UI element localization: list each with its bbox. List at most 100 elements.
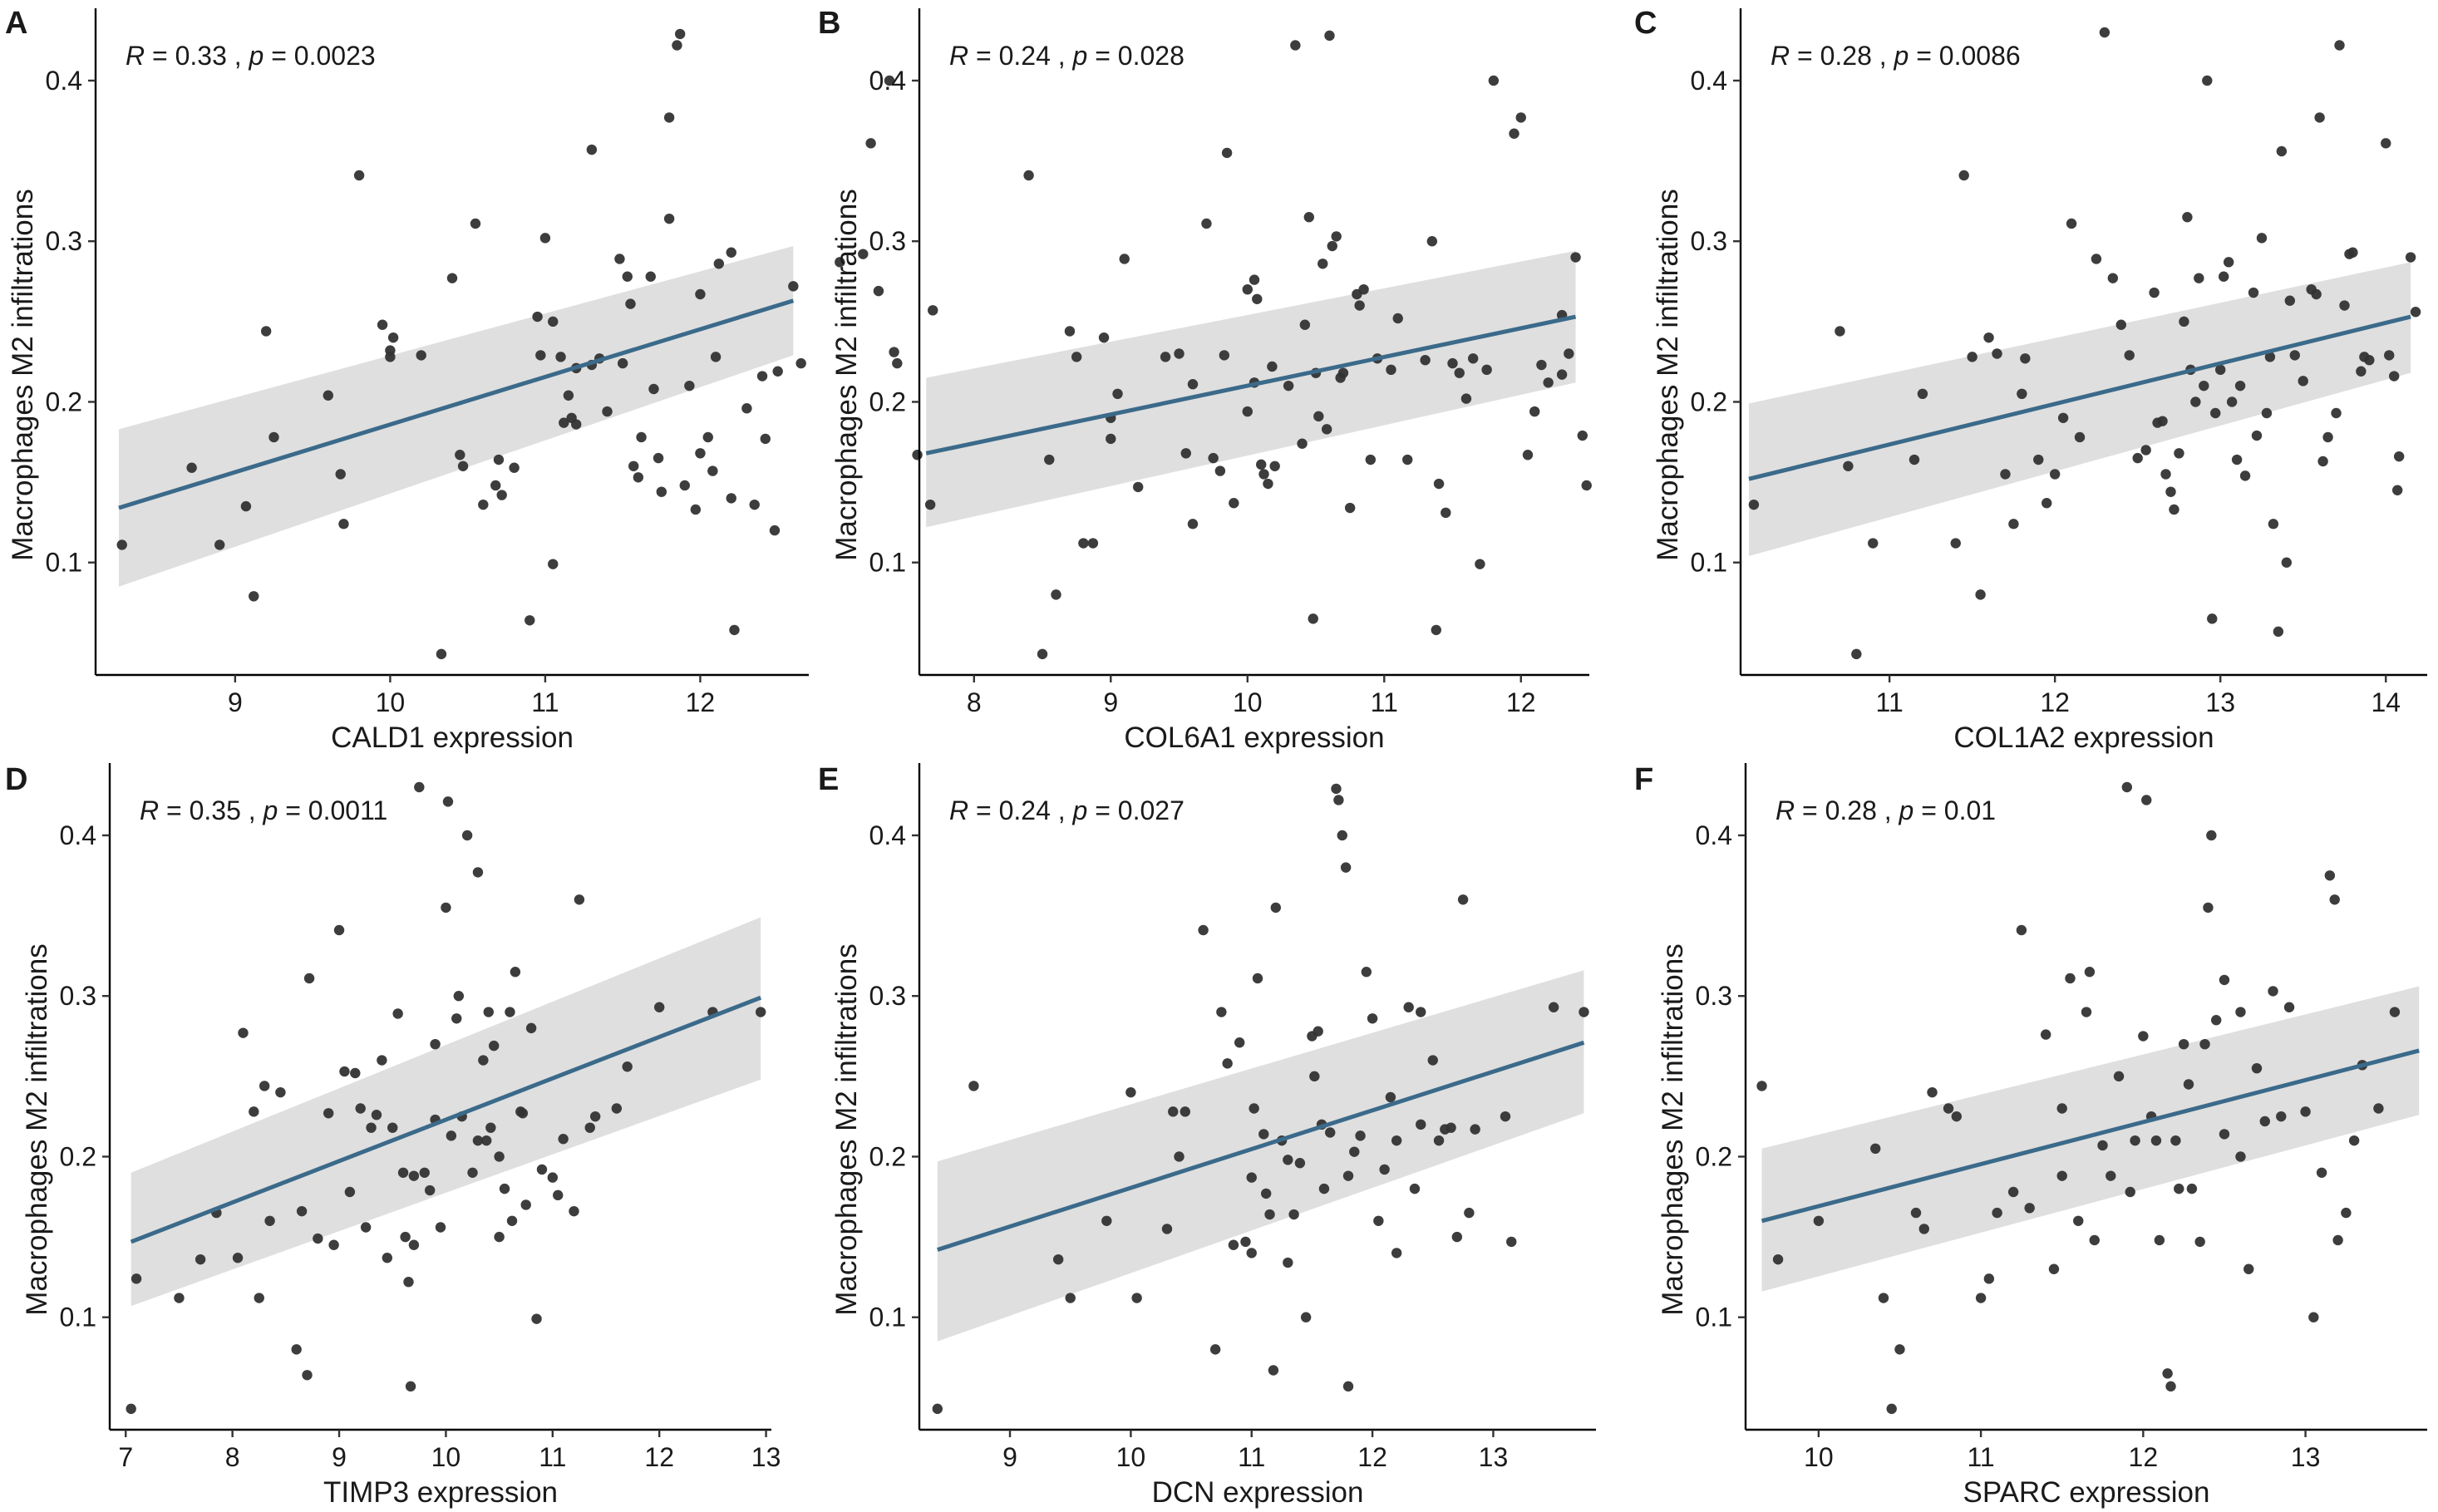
data-point — [2165, 486, 2176, 497]
data-point — [478, 1055, 489, 1066]
data-point — [2203, 902, 2214, 914]
data-point — [1868, 538, 1879, 549]
data-point — [344, 1186, 356, 1198]
data-point — [1300, 1312, 1312, 1322]
data-point — [2251, 430, 2263, 441]
data-point — [1318, 259, 1328, 269]
data-point — [1325, 1127, 1336, 1138]
data-point — [1209, 1344, 1221, 1355]
data-point — [2332, 1234, 2343, 1246]
data-point — [1441, 507, 1451, 519]
x-tick-label: 11 — [539, 1442, 566, 1472]
data-point — [1264, 1209, 1275, 1220]
y-tick-label: 0.1 — [869, 548, 906, 578]
data-point — [446, 1130, 457, 1141]
data-point — [1427, 1055, 1438, 1066]
data-point — [1299, 319, 1311, 330]
data-point — [1433, 1135, 1445, 1146]
data-point — [788, 281, 799, 292]
data-point — [1216, 1007, 1227, 1017]
data-point — [2169, 504, 2179, 515]
x-tick-label: 12 — [1506, 687, 1536, 717]
y-tick-label: 0.3 — [46, 226, 82, 256]
data-point — [536, 1164, 548, 1175]
data-point — [2268, 519, 2279, 529]
data-point — [1246, 1172, 1257, 1183]
panel-letter: A — [5, 6, 27, 41]
data-point — [2389, 1007, 2401, 1017]
correlation-stat: R = 0.35 , p = 0.0011 — [140, 795, 387, 825]
data-point — [1992, 1207, 2002, 1219]
data-point — [1451, 1231, 1463, 1243]
stat-symbol: R — [949, 795, 968, 825]
data-point — [2391, 485, 2403, 495]
stat-symbol: R — [126, 41, 145, 71]
panel-e: E 0.1 0.2 0.3 0.4 9 10 11 12 13 DCN expression Macr… — [818, 762, 1596, 1509]
data-point — [795, 357, 806, 369]
data-point — [968, 1081, 979, 1091]
data-point — [472, 1135, 484, 1146]
data-point — [726, 493, 736, 504]
data-point — [1373, 1215, 1384, 1226]
data-point — [328, 1239, 339, 1250]
data-point — [1967, 352, 1977, 362]
data-point — [1187, 519, 1199, 529]
data-point — [506, 1215, 518, 1226]
x-tick-label: 11 — [1876, 687, 1904, 717]
data-point — [2356, 366, 2367, 377]
data-point — [2273, 626, 2284, 638]
confidence-band — [926, 250, 1576, 528]
data-point — [1065, 1293, 1076, 1303]
data-point — [611, 1103, 623, 1114]
data-point — [2183, 1079, 2194, 1090]
data-point — [2202, 75, 2213, 86]
data-point — [1283, 1155, 1293, 1165]
x-tick-label: 12 — [644, 1442, 674, 1472]
data-point — [1342, 1381, 1354, 1392]
x-tick-label: 12 — [2040, 687, 2070, 717]
data-point — [2324, 870, 2336, 881]
data-point — [656, 486, 667, 497]
data-point — [2174, 1183, 2184, 1194]
data-point — [470, 218, 481, 229]
data-point — [392, 1008, 403, 1019]
data-point — [1051, 589, 1061, 600]
data-point — [2065, 973, 2076, 984]
data-point — [2248, 287, 2259, 298]
data-point — [2317, 456, 2328, 467]
data-point — [1354, 300, 1365, 311]
data-point — [1365, 454, 1377, 465]
data-point — [559, 417, 569, 428]
data-point — [1256, 459, 1267, 470]
data-point — [405, 1381, 416, 1392]
data-point — [2008, 519, 2019, 529]
data-point — [1303, 212, 1314, 223]
data-point — [1290, 40, 1301, 51]
data-point — [488, 1040, 500, 1052]
confidence-band — [1748, 262, 2411, 556]
data-point — [2226, 396, 2238, 407]
data-point — [2298, 376, 2308, 387]
panel-letter: C — [1634, 6, 1657, 41]
data-point — [2179, 316, 2189, 328]
x-tick-label: 9 — [228, 687, 243, 717]
data-point — [2099, 27, 2110, 38]
data-point — [2162, 1368, 2173, 1379]
data-point — [1813, 1215, 1825, 1226]
y-axis-title: Macrophages M2 infiltrations — [21, 943, 53, 1315]
data-point — [2235, 1151, 2246, 1162]
data-point — [1071, 352, 1082, 362]
data-point — [214, 539, 225, 550]
data-point — [928, 305, 938, 316]
data-point — [1500, 1111, 1511, 1122]
stat-symbol: p — [263, 795, 278, 825]
data-point — [377, 1055, 387, 1066]
data-point — [174, 1293, 185, 1303]
data-point — [268, 431, 279, 443]
data-point — [1037, 648, 1048, 660]
data-point — [385, 345, 396, 356]
data-point — [451, 1013, 462, 1024]
x-tick-label: 11 — [1238, 1442, 1265, 1472]
data-point — [264, 1215, 275, 1226]
data-point — [240, 500, 252, 512]
